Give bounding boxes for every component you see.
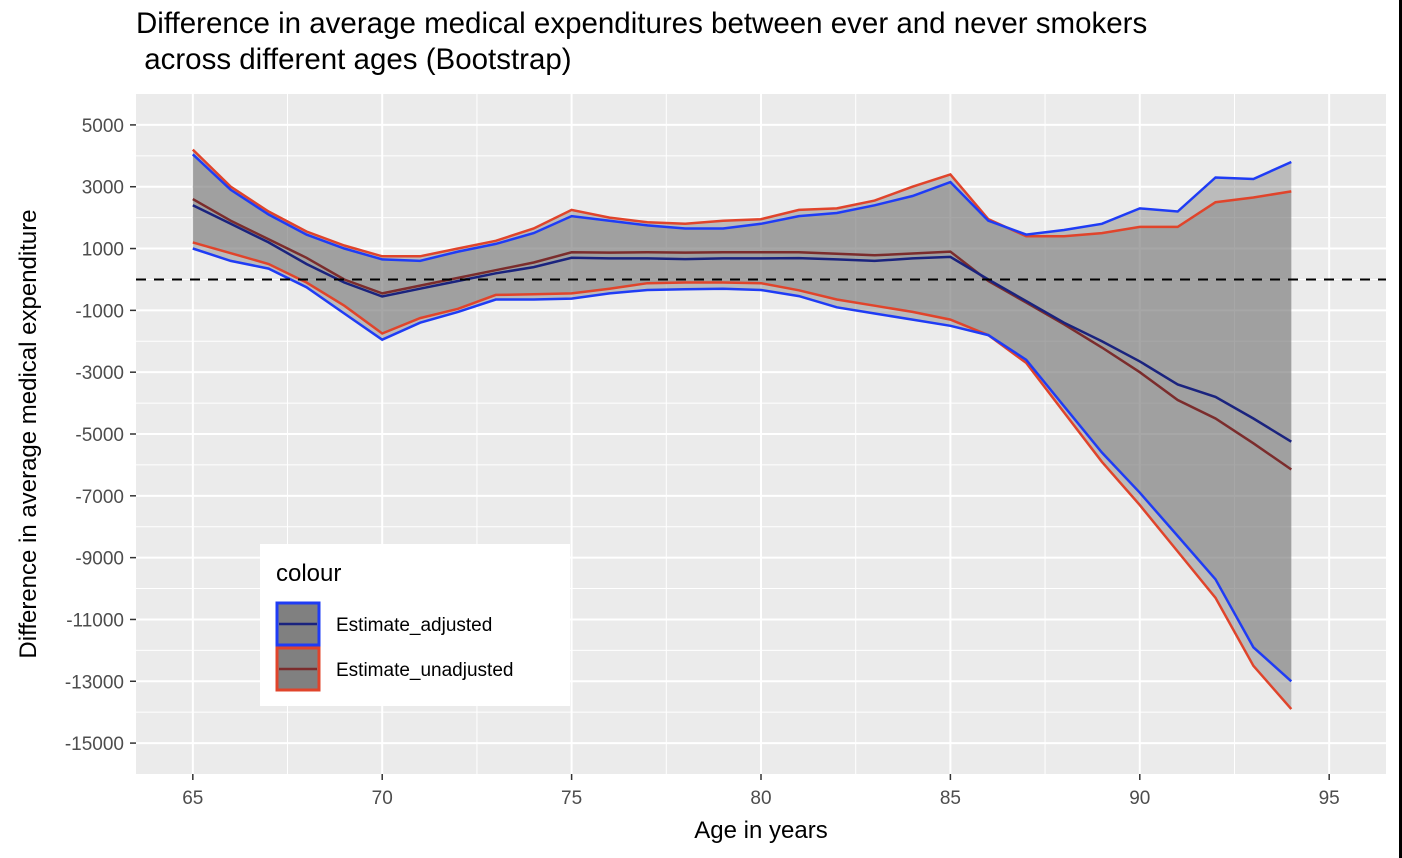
x-tick-label: 90 xyxy=(1129,788,1150,809)
chart-title-line-2: across different ages (Bootstrap) xyxy=(136,43,572,76)
upper-bound-Estimate_adjusted xyxy=(191,153,1292,263)
x-tick-label: 80 xyxy=(750,788,771,809)
lower-bound-Estimate_unadjusted xyxy=(192,241,1293,710)
legend-title: colour xyxy=(276,560,341,587)
estimate-line-Estimate_adjusted xyxy=(192,204,1292,443)
x-tick-label: 75 xyxy=(561,788,582,809)
x-tick-label: 65 xyxy=(182,788,203,809)
y-tick-label: -15000 xyxy=(65,734,124,755)
y-tick-label: -5000 xyxy=(75,425,124,446)
estimate-line-Estimate_unadjusted xyxy=(192,198,1293,471)
y-tick-label: -7000 xyxy=(75,487,124,508)
y-tick-label: -11000 xyxy=(66,610,124,631)
y-tick-label: 3000 xyxy=(82,178,124,199)
x-axis-title: Age in years xyxy=(694,817,827,844)
x-tick-label: 85 xyxy=(940,788,961,809)
y-tick-label: 5000 xyxy=(82,116,124,137)
y-tick-label: -9000 xyxy=(75,549,124,570)
y-tick-label: -1000 xyxy=(75,301,124,322)
confidence-bands xyxy=(192,149,1292,710)
x-tick-label: 95 xyxy=(1319,788,1340,809)
chart-title: Difference in average medical expenditur… xyxy=(136,6,1147,78)
lower-bound-Estimate_adjusted xyxy=(192,247,1293,683)
y-tick-label: -3000 xyxy=(75,363,124,384)
series-lines xyxy=(191,148,1293,710)
upper-bound-Estimate_unadjusted xyxy=(191,148,1292,258)
right-border xyxy=(1399,0,1402,858)
x-axis: 65 70 75 80 85 90 95 xyxy=(182,774,1340,809)
y-axis-title: Difference in average medical expenditur… xyxy=(15,209,42,658)
legend-label-unadjusted: Estimate_unadjusted xyxy=(336,660,513,681)
y-axis: 5000 3000 1000 -1000 -3000 -5000 -7000 -9000 -11… xyxy=(65,116,136,755)
legend-label-adjusted: Estimate_adjusted xyxy=(336,615,492,636)
y-tick-label: -13000 xyxy=(65,672,124,693)
x-tick-label: 70 xyxy=(372,788,393,809)
ribbon-Estimate_unadjusted xyxy=(192,149,1292,710)
grid-major xyxy=(136,94,1386,774)
legend: colour Estimate_adjusted Estimate_unadju… xyxy=(260,544,570,706)
y-tick-label: 1000 xyxy=(82,240,124,261)
chart-title-line-1: Difference in average medical expenditur… xyxy=(136,7,1148,40)
ribbon-Estimate_adjusted xyxy=(192,154,1292,682)
